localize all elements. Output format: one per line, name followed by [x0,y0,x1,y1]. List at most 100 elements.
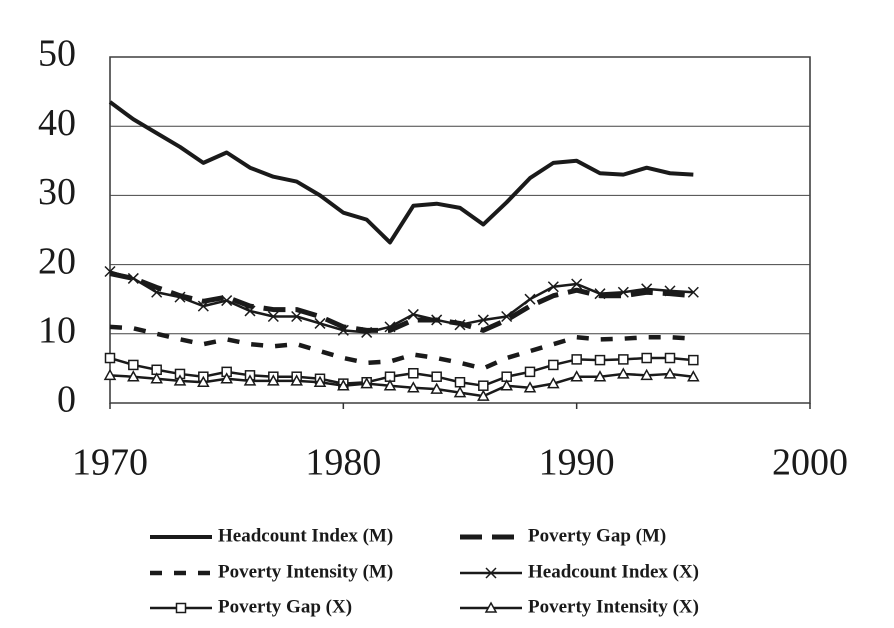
marker [640,368,653,381]
marker [664,352,676,364]
y-tick-label: 0 [57,379,76,421]
series [109,324,694,371]
legend-label: Poverty Intensity (X) [528,596,699,617]
marker [453,386,467,398]
plot-area [109,56,811,404]
marker [431,371,442,382]
marker [501,310,513,323]
x-tick-label: 1990 [539,442,615,484]
marker [687,370,700,382]
line [109,372,694,398]
y-tick-label: 40 [38,102,76,144]
marker [244,305,256,317]
marker [290,374,303,386]
marker [523,381,537,393]
marker [243,374,257,386]
line [108,100,694,245]
marker [383,379,397,391]
legend-label: Headcount Index (X) [528,561,699,582]
marker [617,286,629,298]
marker [547,377,560,389]
marker [384,321,396,333]
marker [641,283,653,295]
marker [688,354,699,366]
series [108,100,694,245]
marker [571,278,583,290]
marker [570,370,583,382]
marker [477,389,490,401]
y-tick-label: 50 [38,33,76,75]
marker [313,375,327,387]
marker [430,382,443,394]
legend-marker [484,601,498,613]
marker [547,281,559,293]
series [103,367,700,401]
marker [663,367,677,379]
marker [127,272,139,284]
marker [687,286,699,298]
line [109,324,694,371]
legend-marker [175,602,187,614]
marker [407,381,420,393]
marker [454,376,466,388]
marker [337,379,350,391]
y-tick-label: 20 [38,240,76,282]
marker [664,285,676,297]
legend-label: Headcount Index (M) [218,525,393,546]
marker [407,308,419,320]
marker [408,367,419,379]
x-tick-label: 2000 [772,442,848,484]
marker [150,372,163,384]
legend-marker [485,567,497,579]
marker [267,310,279,323]
marker [617,367,630,379]
y-tick-label: 30 [38,171,76,213]
legend-label: Poverty Intensity (M) [218,561,393,582]
x-tick-label: 1980 [305,442,381,484]
marker [571,354,582,365]
line [109,271,694,333]
marker [593,370,607,382]
marker [173,374,187,386]
marker [267,374,280,386]
marker [314,317,326,329]
marker [104,352,116,364]
marker [431,314,443,326]
marker [103,368,117,381]
legend-item: Poverty Intensity (X) [460,596,699,617]
series [104,265,699,338]
marker [477,314,489,326]
marker [641,352,652,364]
legend-item: Headcount Index (X) [460,561,699,582]
legend-item: Headcount Index (M) [150,525,393,546]
x-tick-label: 1970 [72,442,148,484]
marker [524,366,536,378]
marker [454,319,466,331]
legend-item: Poverty Gap (X) [150,596,352,617]
marker [151,286,163,298]
marker [548,359,559,371]
marker [127,370,140,382]
marker [360,377,373,389]
marker [594,354,606,366]
marker [220,372,233,384]
line [109,270,694,334]
marker [337,324,349,336]
marker [524,293,536,305]
marker [197,300,209,312]
series [109,271,694,333]
legend-item: Poverty Gap (M) [460,525,666,546]
marker [174,291,186,303]
marker [197,375,210,387]
y-tick-label: 10 [38,310,76,352]
marker [618,354,629,365]
marker [361,326,373,338]
marker [500,379,513,391]
legend-label: Poverty Gap (X) [218,596,352,617]
marker [128,359,139,371]
marker [478,380,489,391]
legend-item: Poverty Intensity (M) [150,561,393,582]
marker [594,288,606,300]
marker [104,265,116,278]
legend-label: Poverty Gap (M) [528,525,666,546]
